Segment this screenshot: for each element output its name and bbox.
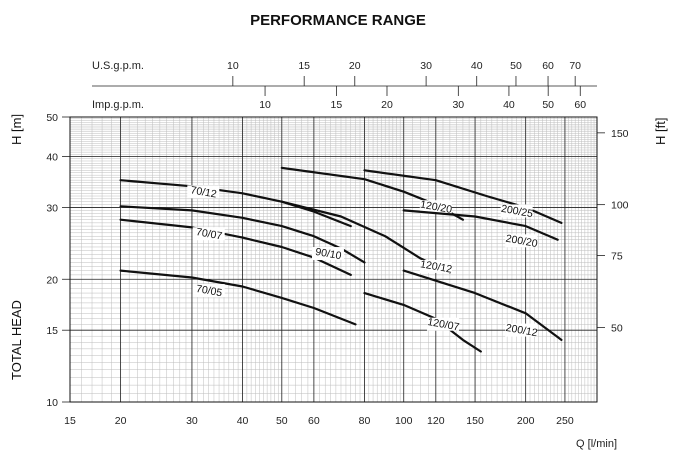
x-tick-label: 15: [64, 415, 76, 427]
y-tick-label-right: 50: [611, 322, 623, 334]
x-tick-label: 40: [237, 415, 249, 427]
curve-label-bg: [419, 259, 452, 273]
curve-label-bg: [505, 323, 538, 337]
pump-curves: 70/1270/0770/0590/10120/20120/12120/0720…: [119, 166, 563, 353]
usgpm-tick-label: 70: [569, 60, 581, 72]
curve-label-200-20: 200/20: [505, 233, 539, 250]
curve-120-07: [363, 292, 482, 353]
y-tick-label-left: 15: [46, 325, 58, 337]
x-tick-label: 120: [427, 415, 445, 427]
chart-title: PERFORMANCE RANGE: [250, 12, 426, 29]
curve-70-05: [119, 269, 357, 326]
y-tick-label-right: 100: [611, 200, 629, 212]
x-tick-label: 20: [115, 415, 127, 427]
usgpm-tick-label: 30: [420, 60, 432, 72]
impgpm-tick-label: 40: [503, 99, 515, 111]
curve-label-120-12: 120/12: [419, 258, 453, 275]
impgpm-tick-label: 15: [331, 99, 343, 111]
left-unit-label: H [m]: [9, 114, 24, 145]
plot-frame: [69, 116, 598, 403]
y-tick-label-left: 50: [46, 112, 58, 124]
impgpm-label: Imp.g.p.m.: [92, 99, 144, 111]
curve-200-20: [402, 209, 559, 241]
impgpm-tick-label: 60: [574, 99, 586, 111]
x-tick-label: 100: [395, 415, 413, 427]
usgpm-tick-label: 60: [542, 60, 554, 72]
usgpm-tick-label: 15: [298, 60, 310, 72]
usgpm-tick-label: 10: [227, 60, 239, 72]
x-tick-label: 80: [359, 415, 371, 427]
y-tick-label-right: 150: [611, 128, 629, 140]
y-axis-title: TOTAL HEAD: [9, 300, 24, 380]
x-tick-label: 150: [466, 415, 484, 427]
y-tick-label-left: 30: [46, 202, 58, 214]
usgpm-tick-label: 50: [510, 60, 522, 72]
curve-label-200-12: 200/12: [505, 322, 539, 339]
usgpm-tick-label: 20: [349, 60, 361, 72]
curve-label-90-10: 90/10: [314, 246, 342, 262]
usgpm-tick-label: 40: [471, 60, 483, 72]
curve-200-12: [402, 269, 563, 341]
y-tick-label-left: 20: [46, 274, 58, 286]
impgpm-tick-label: 30: [452, 99, 464, 111]
curve-label-bg: [419, 200, 452, 214]
x-tick-label: 60: [308, 415, 320, 427]
y-tick-label-left: 10: [46, 397, 58, 409]
x-tick-label: 50: [276, 415, 288, 427]
curve-label-bg: [500, 204, 533, 218]
x-axis-title: Q [l/min]: [576, 438, 617, 450]
curve-label-70-05: 70/05: [195, 283, 223, 299]
curve-label-bg: [426, 317, 459, 331]
curve-label-bg: [187, 185, 220, 199]
curve-label-bg: [505, 234, 538, 248]
curve-label-70-07: 70/07: [195, 226, 223, 242]
curve-label-70-12: 70/12: [190, 184, 218, 200]
impgpm-tick-label: 50: [542, 99, 554, 111]
impgpm-tick-label: 10: [259, 99, 271, 111]
curve-200-25: [363, 169, 563, 224]
curve-label-bg: [192, 284, 225, 298]
curve-label-bg: [192, 227, 225, 241]
x-tick-label: 250: [556, 415, 574, 427]
x-tick-label: 200: [517, 415, 535, 427]
impgpm-tick-label: 20: [381, 99, 393, 111]
right-unit-label: H [ft]: [653, 118, 668, 145]
x-tick-label: 30: [186, 415, 198, 427]
curve-label-200-25: 200/25: [500, 203, 534, 220]
curve-label-120-07: 120/07: [426, 316, 460, 333]
y-tick-label-left: 40: [46, 152, 58, 164]
usgpm-label: U.S.g.p.m.: [92, 60, 144, 72]
y-tick-label-right: 75: [611, 251, 623, 263]
curve-label-bg: [311, 247, 344, 261]
curve-70-12: [119, 179, 352, 228]
tick-labels: 15 20 30 40 50 60 80 100 120 150 200 250 10 15 20 30 40 5…: [46, 60, 628, 427]
curve-70-07: [119, 218, 352, 276]
